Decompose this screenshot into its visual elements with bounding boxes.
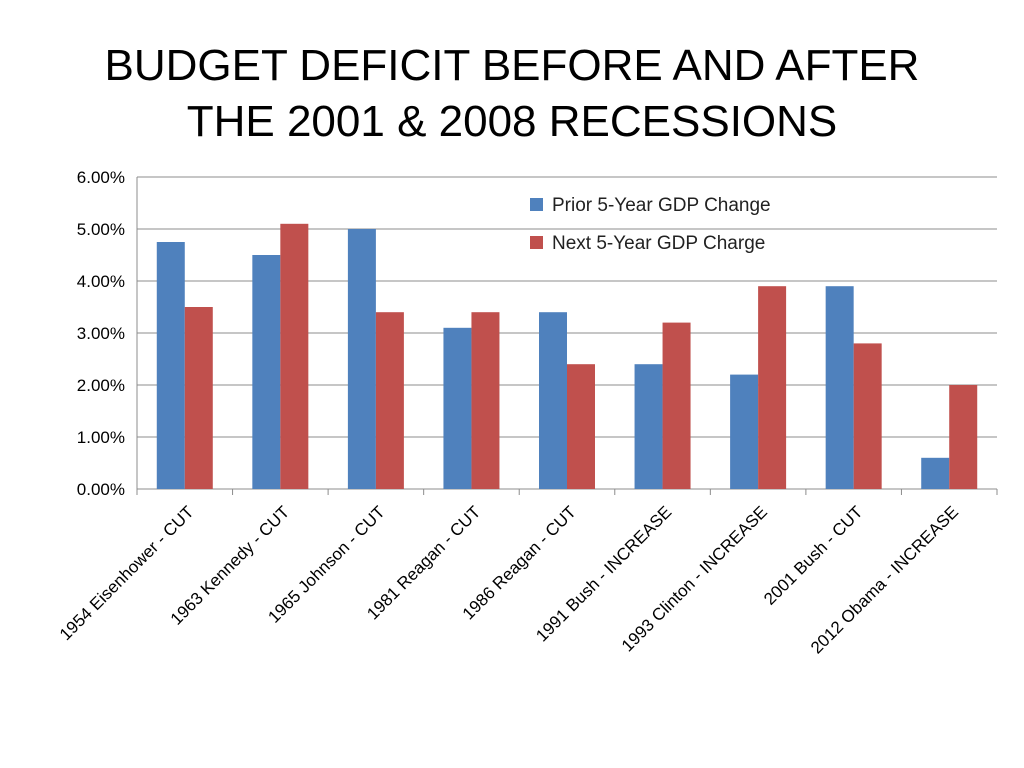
bar: [280, 223, 309, 490]
bar: [825, 286, 854, 489]
legend-swatch: [530, 198, 543, 211]
slide-title-line-1: BUDGET DEFICIT BEFORE AND AFTER: [104, 41, 920, 90]
bar: [921, 457, 950, 489]
bar: [634, 364, 663, 489]
x-category-label: 2001 Bush - CUT: [760, 502, 866, 608]
bar: [758, 286, 787, 489]
bar: [471, 312, 500, 489]
bar: [347, 229, 376, 489]
y-tick-label: 1.00%: [77, 428, 125, 447]
bar: [252, 255, 281, 489]
y-tick-label: 6.00%: [77, 168, 125, 187]
legend-label: Prior 5-Year GDP Change: [552, 195, 771, 216]
slide-title: BUDGET DEFICIT BEFORE AND AFTER THE 2001…: [0, 38, 1024, 150]
legend-swatch: [530, 236, 543, 249]
legend-label: Next 5-Year GDP Charge: [552, 233, 765, 254]
y-tick-label: 3.00%: [77, 324, 125, 343]
bar: [184, 307, 213, 489]
slide-title-line-2: THE 2001 & 2008 RECESSIONS: [186, 97, 838, 146]
bar: [375, 312, 404, 489]
bar: [443, 327, 472, 489]
y-tick-label: 5.00%: [77, 220, 125, 239]
y-tick-label: 2.00%: [77, 376, 125, 395]
bar: [662, 322, 691, 489]
y-tick-label: 0.00%: [77, 480, 125, 499]
bar: [567, 364, 595, 489]
bar: [949, 385, 978, 489]
bar: [156, 242, 185, 489]
y-tick-label: 4.00%: [77, 272, 125, 291]
bar: [853, 343, 882, 489]
bar: [539, 312, 567, 489]
bar: [730, 374, 759, 489]
